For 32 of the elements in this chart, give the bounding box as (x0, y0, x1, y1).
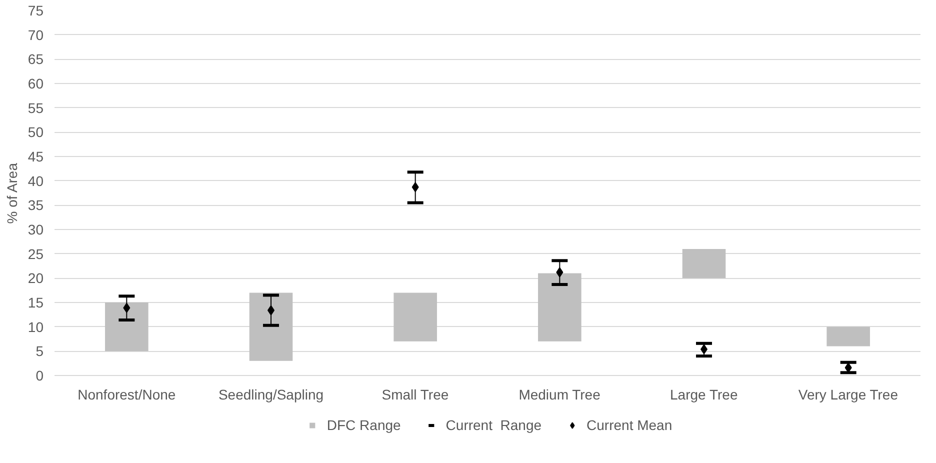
y-tick-label: 50 (28, 124, 44, 140)
bar (105, 302, 148, 352)
x-tick-label: Nonforest/None (78, 386, 176, 402)
legend-label: DFC Range (326, 417, 401, 433)
y-tick-label: 75 (28, 2, 44, 18)
y-axis-title: % of Area (4, 162, 20, 224)
bar (249, 292, 293, 361)
y-tick-label: 60 (28, 76, 44, 92)
y-tick-label: 20 (28, 270, 44, 286)
y-tick-label: 70 (28, 26, 44, 43)
y-tick-label: 35 (28, 197, 44, 214)
y-tick-label: 65 (28, 51, 44, 68)
y-tick-label: 15 (28, 294, 44, 310)
x-tick-label: Large Tree (670, 386, 738, 402)
y-tick-label: 40 (28, 172, 44, 189)
x-tick-label: Very Large Tree (798, 386, 898, 402)
x-tick-label: Medium Tree (518, 386, 601, 402)
y-tick-label: 55 (28, 100, 44, 116)
y-tick-label: 25 (28, 246, 44, 262)
y-tick-label: 10 (28, 318, 44, 335)
bar (826, 326, 870, 346)
bar (538, 273, 582, 342)
y-tick-label: 0 (36, 368, 44, 384)
bar (682, 248, 726, 278)
y-tick-label: 30 (28, 222, 44, 238)
bar (394, 292, 437, 342)
legend-label: Current Mean (586, 417, 672, 433)
x-tick-label: Small Tree (382, 386, 449, 402)
y-tick-label: 5 (36, 343, 44, 360)
x-tick-label: Seedling/Sapling (218, 386, 324, 402)
y-tick-label: 45 (28, 148, 44, 164)
legend-label: Current Range (446, 417, 542, 433)
